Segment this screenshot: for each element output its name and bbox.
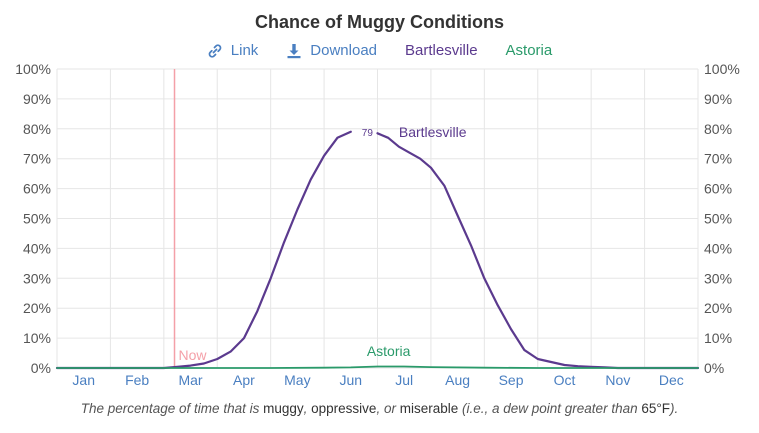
y-tick-label-right: 40%: [704, 240, 732, 256]
download-icon: [287, 43, 301, 58]
chart-toolbar: Link Download Bartlesville Astoria: [0, 42, 759, 59]
series-label-astoria: Astoria: [367, 343, 411, 359]
y-tick-label-left: 30%: [23, 270, 51, 286]
x-tick-label: Jul: [395, 372, 413, 388]
y-tick-label-right: 70%: [704, 151, 732, 167]
now-label: Now: [179, 347, 208, 363]
caption-muggy: muggy: [263, 401, 304, 416]
download-label: Download: [310, 42, 378, 59]
y-tick-label-left: 40%: [23, 240, 51, 256]
y-tick-label-right: 100%: [704, 61, 740, 77]
chart-caption: The percentage of time that is muggy, op…: [0, 401, 759, 416]
x-tick-label: May: [284, 372, 310, 388]
caption-text-3: ).: [670, 401, 679, 416]
caption-text-1: The percentage of time that is: [80, 401, 264, 416]
y-tick-label-left: 20%: [23, 300, 51, 316]
y-tick-label-left: 10%: [23, 330, 51, 346]
x-tick-label: Sep: [499, 372, 524, 388]
y-tick-label-left: 60%: [23, 181, 51, 197]
series-label-bartlesville: Bartlesville: [399, 124, 467, 140]
y-tick-label-right: 30%: [704, 270, 732, 286]
y-tick-label-right: 20%: [704, 300, 732, 316]
caption-miserable: miserable: [399, 401, 459, 416]
y-tick-label-left: 90%: [23, 91, 51, 107]
legend-bartlesville[interactable]: Bartlesville: [405, 42, 478, 59]
series-line-astoria: [56, 365, 699, 369]
y-tick-label-left: 80%: [23, 121, 51, 137]
y-tick-label-left: 100%: [15, 61, 51, 77]
x-tick-label: Jan: [72, 372, 95, 388]
link-button[interactable]: Link: [207, 42, 259, 59]
caption-text-2: (i.e., a dew point greater than: [458, 401, 642, 416]
link-icon: [208, 43, 222, 58]
x-tick-label: Nov: [605, 372, 630, 388]
caption-sep-2: , or: [376, 401, 400, 416]
x-tick-label: Aug: [445, 372, 470, 388]
x-tick-label: Dec: [659, 372, 684, 388]
link-label: Link: [230, 42, 259, 59]
y-tick-label-right: 90%: [704, 91, 732, 107]
x-tick-label: Oct: [554, 372, 576, 388]
y-tick-label-right: 60%: [704, 181, 732, 197]
x-tick-label: Mar: [178, 372, 202, 388]
y-tick-label-right: 80%: [704, 121, 732, 137]
caption-oppressive: oppressive: [311, 401, 377, 416]
y-tick-label-right: 50%: [704, 211, 732, 227]
download-button[interactable]: Download: [286, 42, 377, 59]
peak-value-label: 79: [362, 128, 374, 139]
y-tick-label-left: 0%: [31, 360, 51, 376]
x-tick-label: Feb: [125, 372, 149, 388]
y-tick-label-left: 70%: [23, 151, 51, 167]
y-tick-label-right: 10%: [704, 330, 732, 346]
chart-title: Chance of Muggy Conditions: [255, 12, 504, 32]
y-tick-label-right: 0%: [704, 360, 724, 376]
caption-temp: 65°F: [641, 401, 671, 416]
x-tick-label: Apr: [233, 372, 255, 388]
x-tick-label: Jun: [340, 372, 363, 388]
legend-astoria[interactable]: Astoria: [505, 42, 553, 59]
caption-sep-1: ,: [303, 401, 312, 416]
y-tick-label-left: 50%: [23, 211, 51, 227]
